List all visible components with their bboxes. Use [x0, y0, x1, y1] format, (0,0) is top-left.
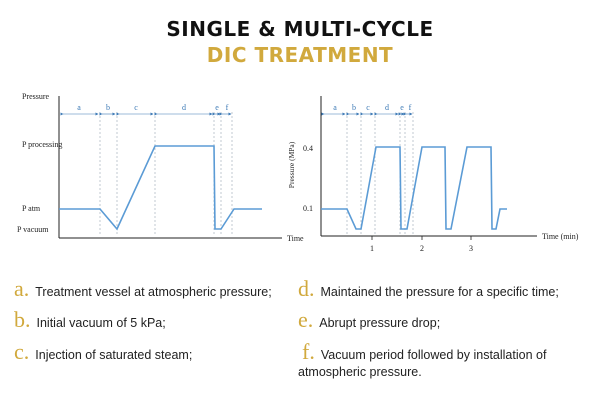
left-phase-b: b [106, 103, 110, 112]
right-phase-c: c [366, 103, 370, 112]
legend-item-c: c. Injection of saturated steam; [14, 341, 294, 364]
legend-text-c: Injection of saturated steam; [35, 348, 193, 362]
left-x-axis-label: Time [287, 234, 304, 243]
legend-text-b: Initial vacuum of 5 kPa; [36, 316, 166, 330]
legend-item-a: a. Treatment vessel at atmospheric press… [14, 278, 294, 301]
right-diagram: Pressure (MPa) Time (min) 0.4 0.1 1 2 3 [287, 96, 579, 253]
right-phase-f: f [409, 103, 412, 112]
right-phase-b: b [352, 103, 356, 112]
right-phase-d: d [385, 103, 389, 112]
right-x-ticks [371, 236, 472, 240]
right-phase-labels: a b c d e f [333, 103, 411, 112]
legend-letter-c: c. [14, 339, 30, 364]
left-phase-labels: a b c d e f [77, 103, 228, 112]
right-y-tick-04: 0.4 [303, 144, 313, 153]
legend-item-d: d. Maintained the pressure for a specifi… [298, 278, 594, 301]
left-phase-d: d [182, 103, 186, 112]
right-phase-dividers [346, 112, 414, 234]
left-phase-dividers [99, 112, 233, 236]
left-level-p-vacuum: P vacuum [17, 225, 49, 234]
left-level-p-processing: P processing [22, 140, 62, 149]
legend-letter-e: e. [298, 307, 314, 332]
right-y-tick-01: 0.1 [303, 204, 313, 213]
legend-letter-a: a. [14, 276, 30, 301]
legend-letter-f: f. [302, 339, 315, 364]
left-y-axis-label: Pressure [22, 92, 50, 101]
right-x-tick-2: 2 [420, 244, 424, 253]
left-diagram: Pressure Time P processing P atm P vacuu… [17, 92, 304, 243]
right-x-axis-label: Time (min) [542, 232, 579, 241]
right-x-tick-1: 1 [370, 244, 374, 253]
legend-item-e: e. Abrupt pressure drop; [298, 309, 594, 332]
legend-letter-b: b. [14, 307, 31, 332]
right-phase-a: a [333, 103, 337, 112]
legend-text-f: Vacuum period followed by installation o… [298, 348, 547, 379]
legend-text-e: Abrupt pressure drop; [319, 316, 441, 330]
title-line-1: SINGLE & MULTI-CYCLE [166, 17, 434, 41]
right-pressure-curve [321, 146, 507, 230]
legend-item-f: f. Vacuum period followed by installation… [298, 341, 594, 381]
legend-letter-d: d. [298, 276, 315, 301]
legend-text-a: Treatment vessel at atmospheric pressure… [35, 285, 272, 299]
left-phase-c: c [134, 103, 138, 112]
legend-item-b: b. Initial vacuum of 5 kPa; [14, 309, 294, 332]
left-pressure-curve [59, 145, 262, 231]
legend-text-d: Maintained the pressure for a specific t… [320, 285, 559, 299]
right-y-axis-label: Pressure (MPa) [287, 141, 296, 188]
title-line-2: DIC TREATMENT [206, 43, 394, 67]
left-phase-e: e [215, 103, 219, 112]
right-x-tick-3: 3 [469, 244, 473, 253]
left-level-p-atm: P atm [22, 204, 41, 213]
right-phase-e: e [400, 103, 404, 112]
left-phase-f: f [226, 103, 229, 112]
left-phase-a: a [77, 103, 81, 112]
